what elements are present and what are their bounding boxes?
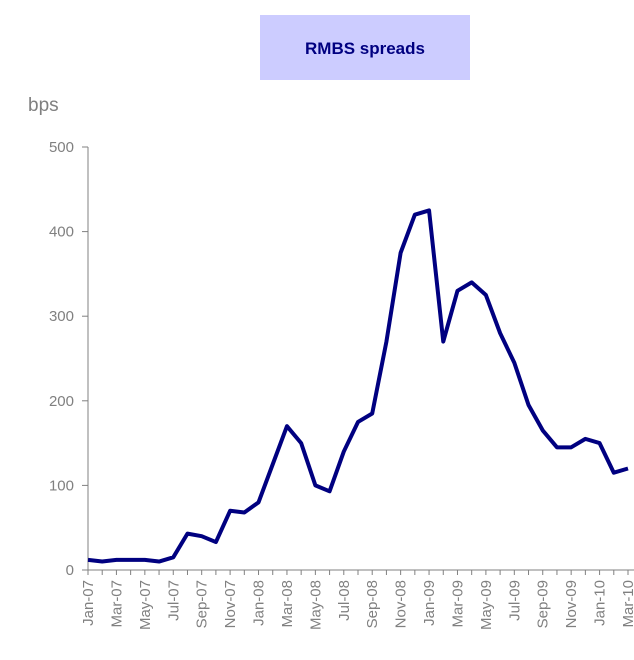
x-tick-label: Jan-10 [592,580,609,626]
y-tick-label: 200 [49,393,74,410]
x-tick-label: Mar-08 [279,580,296,628]
x-tick-label: May-09 [478,580,495,630]
x-tick-label: Jul-09 [506,580,523,621]
y-tick-label: 400 [49,224,74,241]
x-tick-label: Sep-09 [535,580,552,628]
y-tick-label: 300 [49,308,74,325]
y-tick-label: 100 [49,477,74,494]
chart-title: RMBS spreads [305,39,425,58]
x-tick-label: Jan-09 [421,580,438,626]
x-tick-label: Sep-08 [364,580,381,628]
x-tick-label: Jul-07 [165,580,182,621]
x-tick-label: Mar-10 [620,580,634,628]
x-tick-label: Nov-07 [222,580,239,628]
x-tick-label: Sep-07 [194,580,211,628]
x-tick-label: Mar-07 [108,580,125,628]
data-line [87,208,629,564]
x-tick-label: Nov-09 [563,580,580,628]
y-tick-label: 0 [66,562,74,579]
x-tick-label: May-08 [307,580,324,630]
x-tick-label: May-07 [137,580,154,630]
x-tick-label: Jan-07 [80,580,97,626]
y-tick-label: 500 [49,139,74,156]
x-tick-label: Jul-08 [336,580,353,621]
x-tick-label: Jan-08 [251,580,268,626]
y-axis-label: bps [28,95,59,116]
x-tick-label: Mar-09 [449,580,466,628]
x-tick-label: Nov-08 [393,580,410,628]
title-box [260,15,470,80]
